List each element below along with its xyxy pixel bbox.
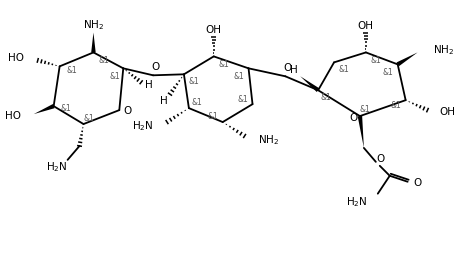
Polygon shape — [34, 104, 54, 114]
Text: H: H — [160, 96, 168, 106]
Polygon shape — [397, 53, 418, 66]
Text: &1: &1 — [98, 56, 109, 65]
Text: &1: &1 — [60, 104, 71, 113]
Text: NH$_2$: NH$_2$ — [83, 19, 104, 32]
Text: O: O — [377, 154, 385, 164]
Text: H$_2$N: H$_2$N — [346, 195, 368, 209]
Text: HO: HO — [8, 53, 24, 63]
Text: O: O — [151, 62, 159, 72]
Text: OH: OH — [358, 21, 374, 31]
Text: &1: &1 — [207, 112, 218, 121]
Text: &1: &1 — [192, 98, 202, 107]
Text: OH: OH — [206, 25, 222, 35]
Text: O: O — [283, 63, 292, 73]
Text: &1: &1 — [390, 101, 401, 110]
Text: &1: &1 — [233, 72, 244, 81]
Text: OH: OH — [439, 107, 455, 117]
Text: &1: &1 — [359, 105, 370, 114]
Text: HO: HO — [5, 111, 21, 121]
Text: H$_2$N: H$_2$N — [132, 119, 153, 133]
Text: O: O — [413, 178, 422, 188]
Text: &1: &1 — [218, 60, 229, 69]
Text: O: O — [350, 113, 358, 123]
Text: &1: &1 — [237, 95, 248, 104]
Text: &1: &1 — [339, 65, 349, 74]
Text: &1: &1 — [371, 56, 381, 65]
Polygon shape — [300, 76, 319, 92]
Text: H: H — [145, 80, 153, 90]
Text: H: H — [291, 65, 298, 75]
Text: H$_2$N: H$_2$N — [46, 160, 67, 174]
Polygon shape — [358, 116, 364, 148]
Text: &1: &1 — [382, 68, 393, 77]
Text: NH$_2$: NH$_2$ — [259, 133, 279, 147]
Text: O: O — [123, 106, 132, 116]
Text: &1: &1 — [83, 114, 94, 122]
Text: &1: &1 — [66, 66, 77, 75]
Text: &1: &1 — [188, 77, 199, 86]
Text: NH$_2$: NH$_2$ — [433, 44, 455, 57]
Polygon shape — [91, 32, 96, 53]
Text: &1: &1 — [110, 72, 121, 81]
Text: &1: &1 — [321, 93, 332, 102]
